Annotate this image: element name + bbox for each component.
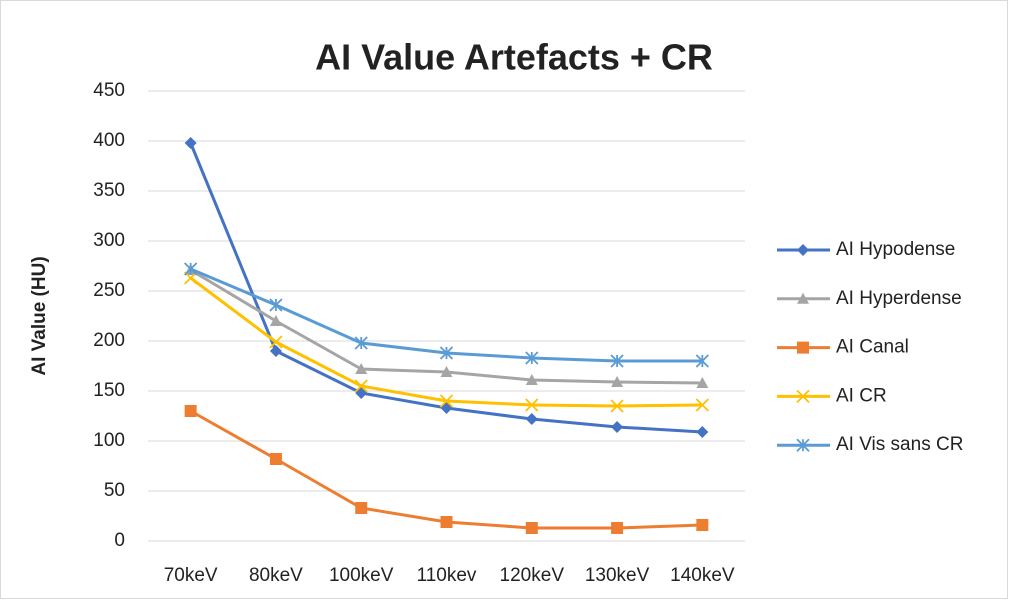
data-point	[184, 137, 197, 149]
y-tick-label: 50	[104, 480, 125, 501]
data-point	[695, 354, 709, 368]
data-point	[355, 363, 368, 374]
legend-marker	[797, 292, 809, 304]
data-point	[440, 516, 453, 528]
data-point	[269, 335, 283, 349]
y-tick-label: 250	[93, 280, 125, 301]
data-point	[184, 262, 198, 276]
data-point	[269, 298, 283, 312]
data-point	[439, 346, 454, 360]
y-tick-label: 400	[93, 130, 125, 151]
data-point	[354, 336, 368, 350]
data-point	[184, 405, 197, 417]
data-point	[611, 421, 624, 433]
y-axis-label: AI Value (HU)	[29, 256, 50, 375]
data-point	[269, 345, 282, 357]
legend-label: AI Vis sans CR	[836, 434, 963, 455]
data-point	[440, 366, 453, 377]
data-point	[525, 398, 539, 412]
data-point	[354, 379, 368, 393]
data-point	[355, 502, 368, 514]
data-point	[611, 376, 624, 387]
y-tick-label: 450	[93, 80, 125, 101]
legend-marker	[797, 341, 809, 354]
y-tick-label: 0	[114, 530, 125, 551]
data-point	[695, 398, 709, 412]
legend-marker	[796, 438, 810, 452]
chart-title: AI Value Artefacts + CR	[315, 37, 713, 78]
data-point	[269, 315, 282, 326]
legend-marker	[796, 389, 810, 404]
y-tick-label: 100	[93, 430, 125, 451]
data-point	[269, 453, 282, 465]
x-tick-label: 100keV	[329, 565, 394, 586]
data-point	[696, 519, 709, 531]
x-tick-label: 110kev	[417, 565, 477, 586]
legend-label: AI CR	[836, 385, 887, 406]
data-point	[610, 399, 624, 413]
data-point	[525, 522, 538, 534]
data-point	[439, 394, 454, 408]
y-tick-label: 350	[93, 180, 125, 201]
data-point	[696, 426, 709, 438]
data-point	[525, 374, 538, 385]
data-point	[611, 522, 624, 534]
x-tick-label: 120keV	[500, 565, 565, 586]
legend-label: AI Hyperdense	[836, 288, 962, 309]
data-point	[610, 354, 624, 368]
legend-label: AI Hypodense	[836, 239, 955, 260]
data-point	[525, 413, 538, 425]
y-tick-label: 300	[93, 230, 125, 251]
x-tick-label: 70keV	[164, 565, 218, 586]
legend-marker	[797, 244, 809, 256]
y-tick-label: 150	[93, 380, 125, 401]
legend-label: AI Canal	[836, 337, 909, 358]
x-tick-label: 140keV	[670, 565, 735, 586]
y-tick-label: 200	[93, 330, 125, 351]
x-tick-label: 130keV	[585, 565, 650, 586]
data-point	[525, 351, 539, 365]
data-point	[696, 377, 709, 388]
x-tick-label: 80keV	[249, 565, 303, 586]
